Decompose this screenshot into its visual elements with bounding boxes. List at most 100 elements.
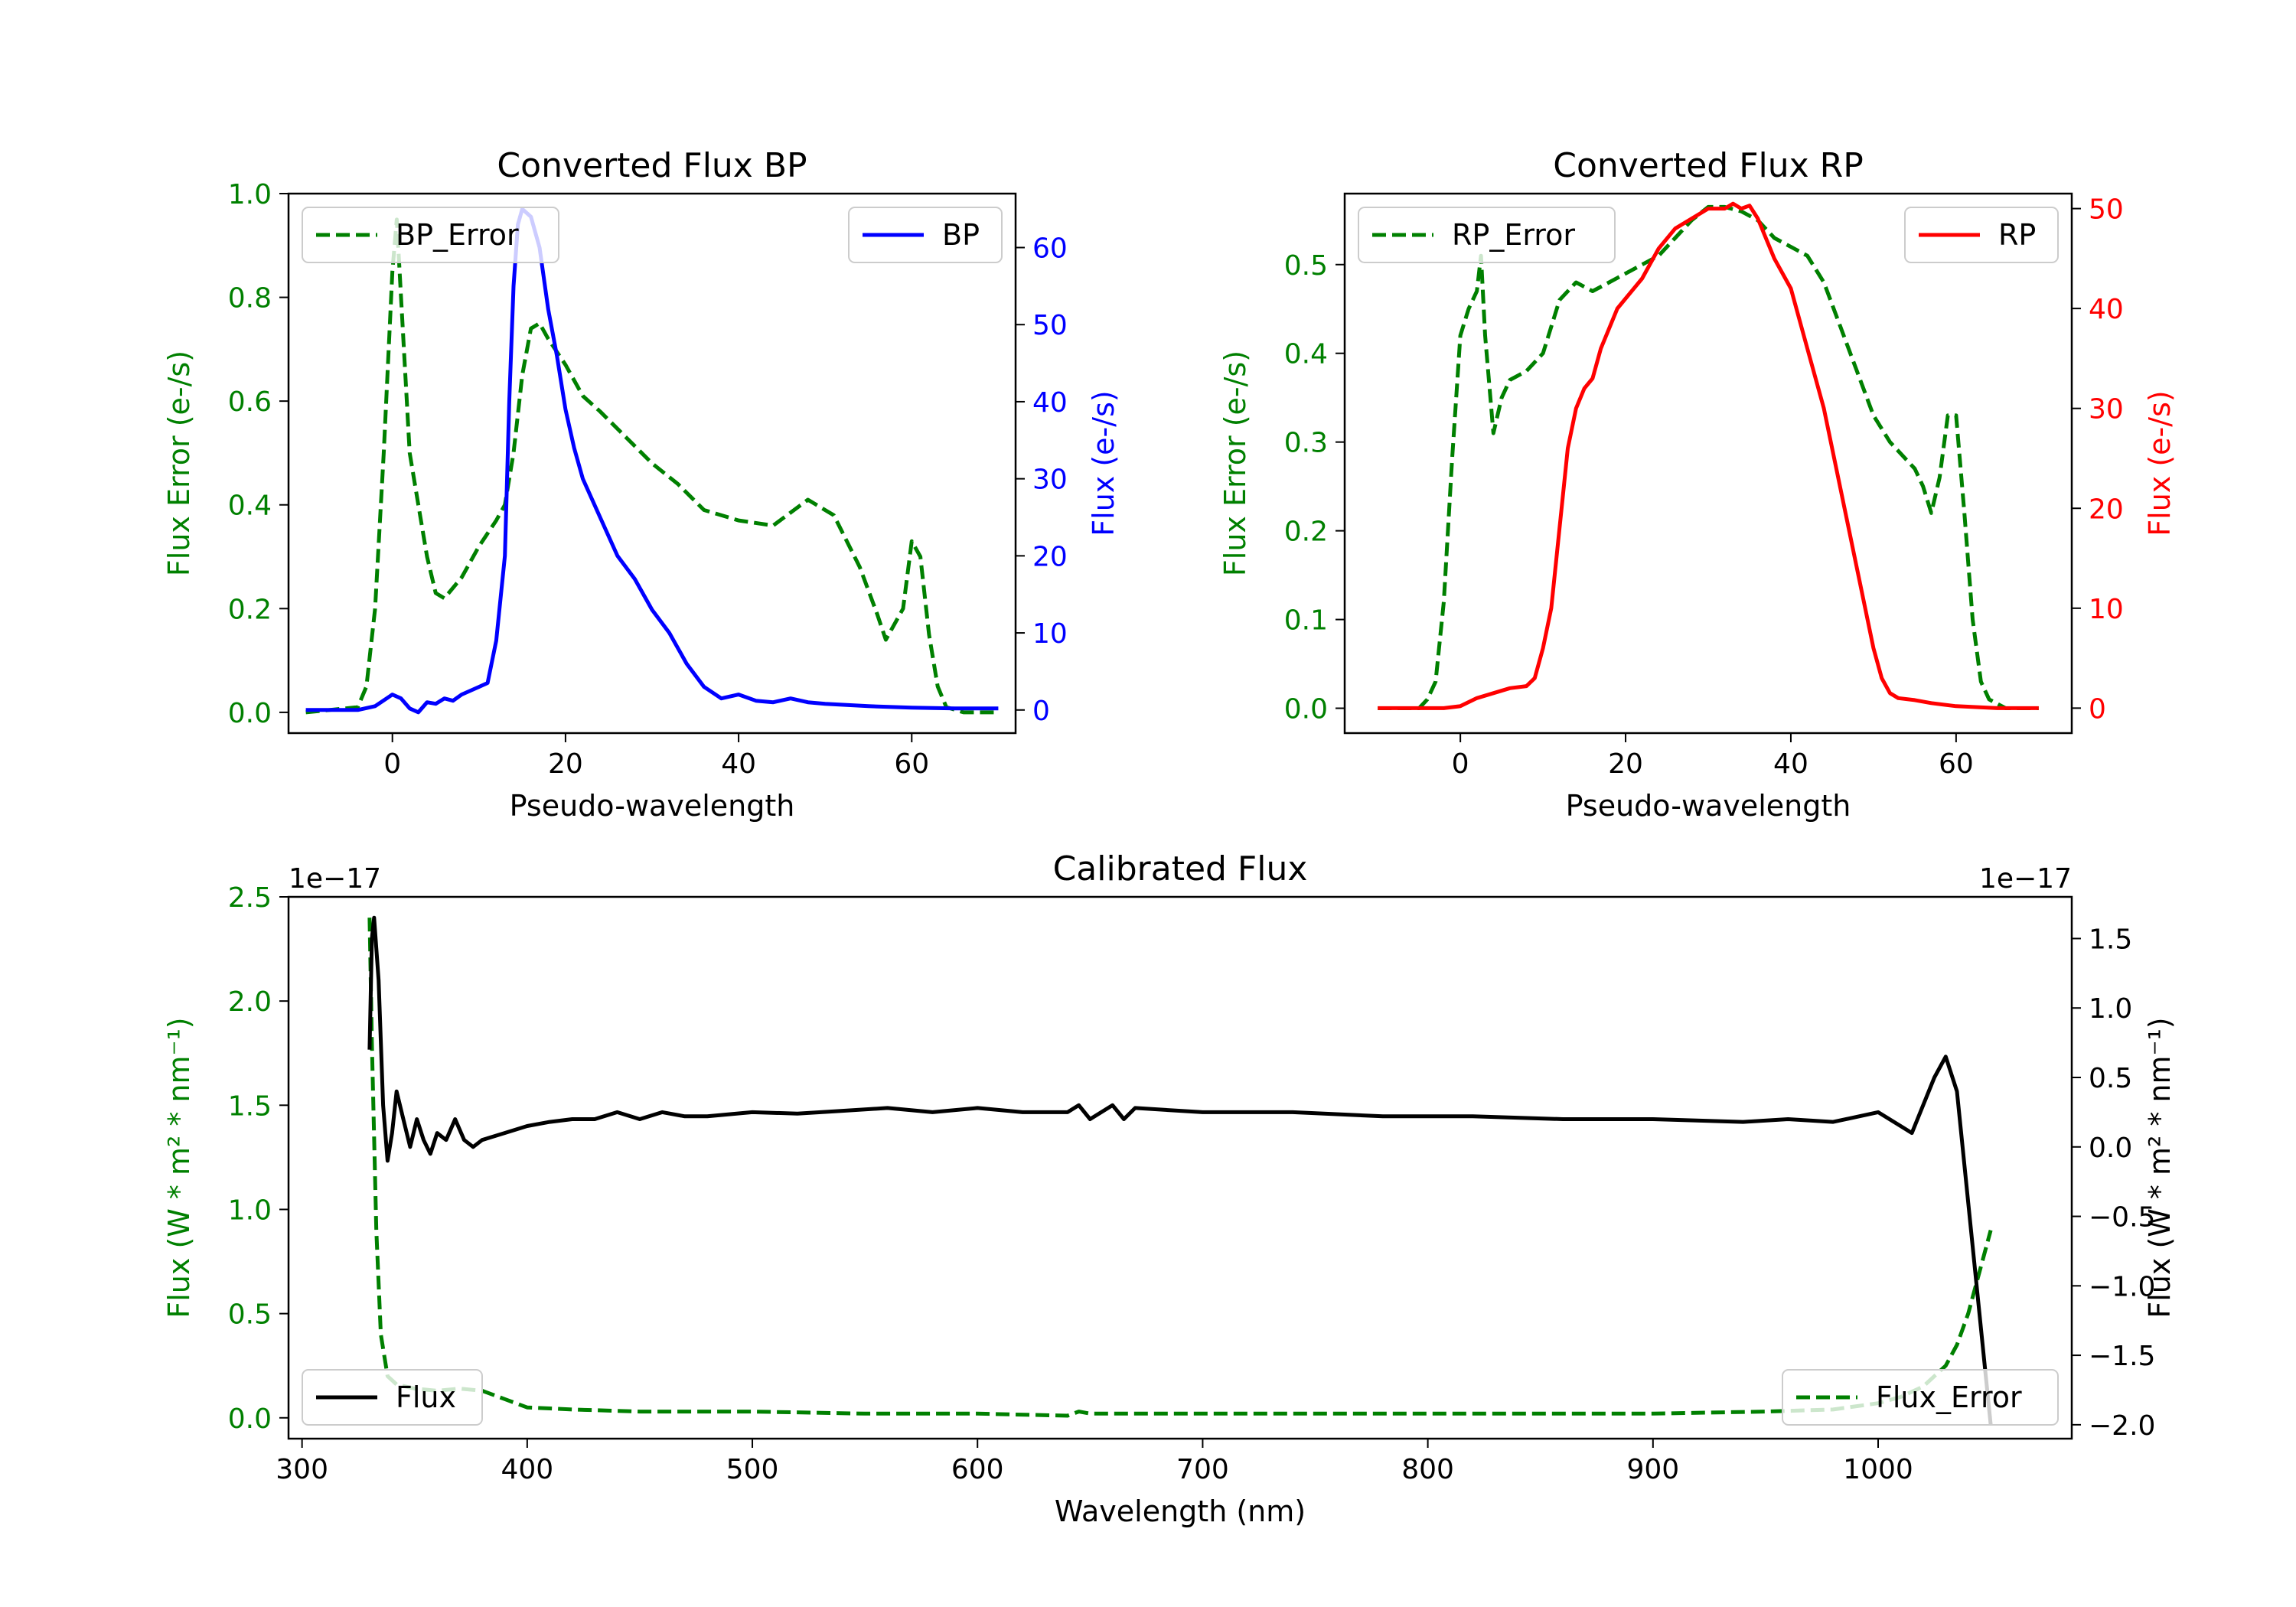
x-tick-label: 60 xyxy=(894,748,929,780)
y-right-tick-label: 30 xyxy=(1032,464,1068,496)
y-left-tick-label: 0.2 xyxy=(1284,517,1328,548)
chart-title: Calibrated Flux xyxy=(1053,849,1308,888)
y-right-tick-label: −1.5 xyxy=(2089,1341,2155,1372)
x-tick-label: 300 xyxy=(276,1454,328,1485)
y-left-tick-label: 0.4 xyxy=(228,491,272,522)
legend-flux-error: Flux_Error xyxy=(1782,1369,2059,1426)
legend-flux: Flux xyxy=(302,1369,483,1426)
legend-box xyxy=(302,207,559,263)
x-axis-label: Wavelength (nm) xyxy=(1055,1495,1306,1528)
y-left-tick-label: 0.2 xyxy=(228,594,272,625)
x-axis-label: Pseudo-wavelength xyxy=(1566,789,1851,823)
y-left-tick-label: 0.6 xyxy=(228,386,272,418)
y-left-axis-label: Flux (W * m² * nm⁻¹) xyxy=(162,1017,196,1318)
y-left-tick-label: 0.4 xyxy=(1284,339,1328,370)
y-left-tick-label: 1.0 xyxy=(228,179,272,210)
y-right-tick-label: 60 xyxy=(1032,233,1068,265)
legend-rp: RP xyxy=(1904,207,2059,263)
y-right-tick-label: 0 xyxy=(2089,693,2106,725)
y-left-tick-label: 2.0 xyxy=(228,986,272,1018)
x-tick-label: 20 xyxy=(548,748,583,780)
legend-bp: BP xyxy=(848,207,1003,263)
legend-box xyxy=(848,207,1003,263)
x-tick-label: 500 xyxy=(726,1454,779,1485)
y-right-tick-label: 40 xyxy=(2089,294,2124,325)
x-tick-label: 1000 xyxy=(1843,1454,1913,1485)
x-tick-label: 900 xyxy=(1626,1454,1679,1485)
y-left-tick-label: 0.3 xyxy=(1284,428,1328,459)
y-left-tick-label: 0.0 xyxy=(228,698,272,729)
legend-label: Flux_Error xyxy=(1876,1380,2022,1414)
y-right-tick-label: 0.5 xyxy=(2089,1063,2132,1094)
y-right-tick-label: 40 xyxy=(1032,387,1068,419)
legend-box xyxy=(1782,1369,2059,1426)
series-line-rp xyxy=(1378,201,2039,710)
y-right-tick-label: 10 xyxy=(2089,594,2124,625)
y-right-axis-label: Flux (e-/s) xyxy=(2143,390,2177,536)
y-right-tick-label: 1.5 xyxy=(2089,924,2132,955)
y-left-tick-label: 0.1 xyxy=(1284,605,1328,637)
legend-label: RP_Error xyxy=(1452,218,1575,252)
x-tick-label: 0 xyxy=(383,748,401,780)
y-right-tick-label: 0 xyxy=(1032,696,1050,727)
y-left-tick-label: 1.5 xyxy=(228,1090,272,1122)
chart-title: Converted Flux RP xyxy=(1553,146,1864,185)
y-right-tick-label: 50 xyxy=(2089,194,2124,226)
x-tick-label: 40 xyxy=(721,748,756,780)
x-tick-label: 600 xyxy=(951,1454,1004,1485)
y-right-tick-label: 50 xyxy=(1032,310,1068,341)
y-right-tick-label: 20 xyxy=(2089,494,2124,525)
y-right-tick-label: −2.0 xyxy=(2089,1410,2155,1442)
series-line-flux xyxy=(367,915,1993,1426)
x-tick-label: 0 xyxy=(1452,748,1469,780)
x-tick-label: 60 xyxy=(1939,748,1974,780)
legend-rp-error: RP_Error xyxy=(1358,207,1616,263)
y-left-tick-label: 2.5 xyxy=(228,882,272,914)
y-left-axis-label: Flux Error (e-/s) xyxy=(1218,350,1252,576)
plot-frame xyxy=(1343,192,2073,735)
y-right-tick-label: −1.0 xyxy=(2089,1271,2155,1302)
y-left-axis-label: Flux Error (e-/s) xyxy=(162,350,196,576)
y-left-tick-label: 0.8 xyxy=(228,283,272,315)
legend-box xyxy=(1358,207,1616,263)
series-line-bp-error xyxy=(305,217,999,715)
y-right-tick-label: 0.0 xyxy=(2089,1133,2132,1164)
x-axis-label: Pseudo-wavelength xyxy=(510,789,795,823)
y-right-axis-label: Flux (e-/s) xyxy=(1087,390,1120,536)
y-right-tick-label: 1.0 xyxy=(2089,993,2132,1025)
series-line-rp-error xyxy=(1378,204,2039,710)
y-right-tick-label: 30 xyxy=(2089,394,2124,425)
legend-label: Flux xyxy=(396,1380,456,1414)
y-left-offset-label: 1e−17 xyxy=(289,863,381,895)
chart-bp: 0 20 40 60 0.0 0.2 0.4 0.6 0.8 1.0 0 10 20 30 40 50 60 Co… xyxy=(162,146,1120,823)
legend-box xyxy=(302,1369,483,1426)
series-line-flux-error xyxy=(367,918,1993,1418)
y-right-axis-label: Flux (W * m² * nm⁻¹) xyxy=(2143,1017,2177,1318)
y-left-tick-label: 0.0 xyxy=(1284,694,1328,725)
legend-label: RP xyxy=(1998,218,2036,252)
y-right-tick-label: 10 xyxy=(1032,618,1068,650)
y-left-tick-label: 0.5 xyxy=(228,1299,272,1331)
y-right-offset-label: 1e−17 xyxy=(1979,863,2072,895)
legend-label: BP xyxy=(942,218,980,252)
legend-label: BP_Error xyxy=(396,218,519,252)
x-tick-label: 40 xyxy=(1773,748,1808,780)
x-tick-label: 700 xyxy=(1176,1454,1229,1485)
y-left-tick-label: 1.0 xyxy=(228,1195,272,1226)
chart-title: Converted Flux BP xyxy=(497,146,807,185)
plot-frame xyxy=(287,192,1017,735)
plot-frame xyxy=(287,895,2073,1440)
y-left-tick-label: 0.0 xyxy=(228,1403,272,1435)
chart-rp: 0 20 40 60 0.0 0.1 0.2 0.3 0.4 0.5 0 10 20 30 40 50 Conv… xyxy=(1218,146,2177,823)
x-tick-label: 20 xyxy=(1608,748,1643,780)
series-line-bp xyxy=(305,207,999,715)
y-right-tick-label: −0.5 xyxy=(2089,1202,2155,1234)
x-tick-label: 400 xyxy=(501,1454,553,1485)
x-tick-label: 800 xyxy=(1401,1454,1454,1485)
chart-calibrated: 300 400 500 600 700 800 900 1000 0.0 0.5 1.0 1.5 2.0… xyxy=(162,849,2177,1528)
y-right-tick-label: 20 xyxy=(1032,541,1068,572)
legend-box xyxy=(1904,207,2059,263)
y-left-tick-label: 0.5 xyxy=(1284,250,1328,282)
legend-bp-error: BP_Error xyxy=(302,207,559,263)
